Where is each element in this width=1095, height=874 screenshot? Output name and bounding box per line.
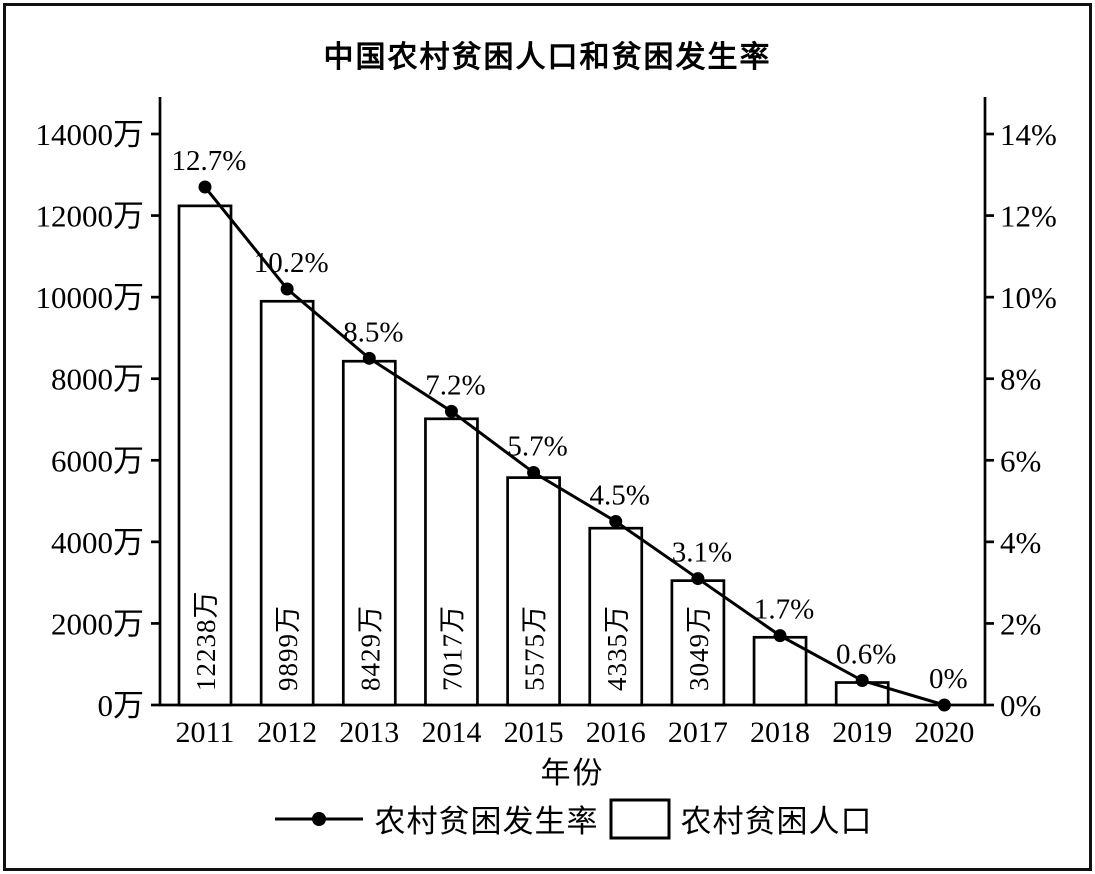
left-axis-tick-label: 6000万 [51,443,144,478]
x-axis-category-label: 2019 [832,716,892,749]
legend: 农村贫困发生率 农村贫困人口 [160,796,985,841]
x-axis-category-label: 2020 [914,716,974,749]
line-point-label: 12.7% [172,145,247,177]
left-axis-tick-label: 4000万 [51,525,144,560]
x-axis-category-label: 2014 [421,716,481,749]
right-axis-tick-label: 10% [1000,280,1057,315]
bar [177,204,233,707]
x-axis-category-label: 2013 [339,716,399,749]
line-point-marker [855,674,869,688]
x-axis-category-label: 2016 [586,716,646,749]
bar-value-label: 5575万 [520,605,550,691]
line-point-label: 0.6% [836,639,896,671]
bar-series-swatch [609,798,670,839]
line-series [203,186,945,707]
line-point-marker [362,351,376,365]
bar-value-label: 7017万 [437,605,467,691]
x-axis-category-label: 2011 [176,716,235,749]
bar-value-label: 4335万 [602,605,632,691]
x-axis-title: 年份 [540,757,605,790]
line-point-label: 10.2% [254,247,329,279]
line-series-swatch [274,811,363,826]
line-point-marker [280,282,294,296]
line-point-label: 3.1% [672,537,732,569]
bar-value-label: 8429万 [355,605,385,691]
bar [424,417,479,707]
x-axis-category-label: 2012 [257,716,317,749]
line-point-label: 8.5% [343,316,403,348]
bar [670,579,726,707]
bar-value-label: 9899万 [273,605,303,691]
x-axis-category-label: 2018 [750,716,810,749]
line-point-label: 4.5% [590,479,650,511]
line-point-marker [609,514,623,528]
line-point-marker [198,180,212,194]
bar-value-label: 3049万 [684,605,714,691]
right-axis-tick-label: 0% [1000,688,1041,723]
x-axis-category-label: 2015 [504,716,564,749]
line-point-marker [691,572,705,586]
left-axis-tick-label: 12000万 [36,199,145,234]
line-point-label: 7.2% [425,369,485,401]
legend-label-bar-series: 农村贫困人口 [680,804,873,839]
right-axis-tick-label: 12% [1000,199,1057,234]
bar [752,635,808,707]
bar [588,526,644,707]
line-point-label: 5.7% [507,431,567,463]
left-axis-tick-label: 2000万 [51,606,144,641]
left-axis-tick-label: 8000万 [51,362,144,397]
bar-value-label: 12238万 [191,591,221,692]
line-point-marker [773,629,787,643]
right-axis-tick-label: 2% [1000,606,1041,641]
left-axis-tick-label: 10000万 [36,280,145,315]
left-axis-tick-label: 14000万 [36,117,145,152]
line-point-marker [527,466,541,480]
line-point-marker [937,698,951,712]
bar [259,299,315,707]
line-point-marker [444,404,458,418]
line-point-label: 1.7% [754,594,814,626]
legend-label-line-series: 农村贫困发生率 [374,804,599,839]
right-axis-tick-label: 8% [1000,362,1041,397]
line-point-label: 0% [929,663,968,695]
right-axis-tick-label: 14% [1000,117,1057,152]
bar [341,359,397,707]
x-axis-category-label: 2017 [668,716,728,749]
right-axis-tick-label: 6% [1000,443,1041,478]
left-axis-tick-label: 0万 [98,688,145,723]
chart-title: 中国农村贫困人口和贫困发生率 [323,41,772,74]
right-axis-tick-label: 4% [1000,525,1041,560]
